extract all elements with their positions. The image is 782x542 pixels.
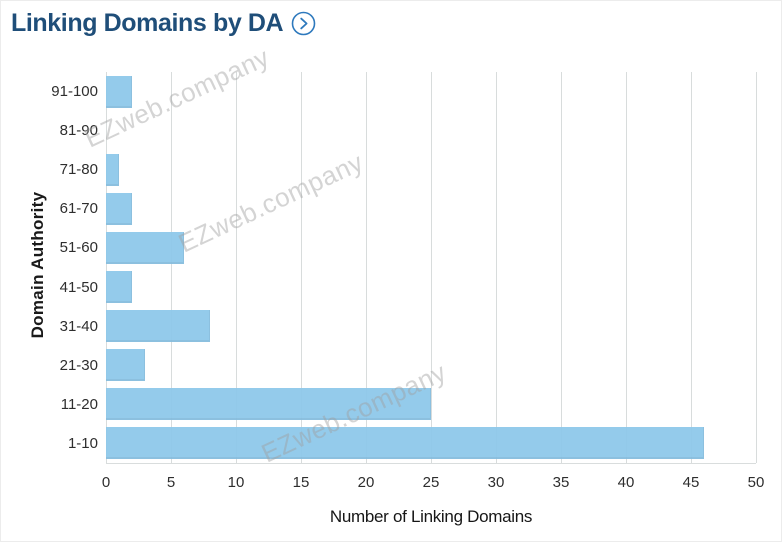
bar-track: [106, 427, 756, 460]
y-tick-label: 41-50: [59, 278, 98, 296]
bar-21-30: [106, 349, 145, 382]
chevron-right-circle-icon[interactable]: [291, 11, 316, 36]
bar-31-40: [106, 310, 210, 343]
x-tick-label: 35: [552, 474, 570, 491]
bar-track: [106, 75, 756, 108]
x-tick-label: 20: [357, 474, 375, 491]
bar-71-80: [106, 153, 119, 186]
bar-track: [106, 192, 756, 225]
bar-41-50: [106, 271, 132, 304]
y-tick-label: 1-10: [67, 434, 98, 452]
y-tick-label: 91-100: [51, 83, 98, 101]
bar-row: 81-90: [1, 111, 756, 150]
y-tick-label: 11-20: [60, 395, 98, 413]
bar-track: [106, 153, 756, 186]
x-tick-label: 15: [292, 474, 310, 491]
bar-track: [106, 271, 756, 304]
y-tick-label: 71-80: [59, 161, 98, 179]
x-tick-label: 30: [487, 474, 505, 491]
bar-row: 1-10: [1, 424, 756, 463]
bar-rows: 91-100 81-90 71-80 61-70 51-60 41-50 31-40 21-3…: [1, 72, 756, 463]
x-axis-line: [106, 463, 756, 464]
bar-row: 51-60: [1, 228, 756, 267]
x-tick-label: 25: [422, 474, 440, 491]
bar-51-60: [106, 231, 184, 264]
y-tick-label: 51-60: [59, 239, 98, 257]
bar-track: [106, 231, 756, 264]
bar-track: [106, 310, 756, 343]
bar-row: 31-40: [1, 307, 756, 346]
chart-header-link[interactable]: Linking Domains by DA: [11, 9, 316, 38]
page-title: Linking Domains by DA: [11, 9, 284, 37]
bar-11-20: [106, 388, 431, 421]
gridline: [756, 72, 757, 463]
y-tick-label: 61-70: [59, 200, 98, 218]
bar-row: 91-100: [1, 72, 756, 111]
bar-61-70: [106, 192, 132, 225]
x-tick-label: 50: [747, 474, 765, 491]
x-tick-label: 40: [617, 474, 635, 491]
bar-91-100: [106, 75, 132, 108]
bar-track: [106, 349, 756, 382]
x-tick-label: 45: [682, 474, 700, 491]
bar-row: 61-70: [1, 189, 756, 228]
bar-row: 11-20: [1, 385, 756, 424]
bar-row: 41-50: [1, 267, 756, 306]
x-tick-label: 0: [101, 474, 111, 491]
bar-track: [106, 388, 756, 421]
bar-row: 71-80: [1, 150, 756, 189]
y-tick-label: 81-90: [59, 122, 98, 140]
x-axis-tick-labels: 0 5 10 15 20 25 30 35 40 45 50: [102, 474, 765, 494]
y-tick-label: 21-30: [59, 356, 98, 374]
bar-row: 21-30: [1, 346, 756, 385]
x-axis-title: Number of Linking Domains: [329, 507, 533, 526]
bar-track: [106, 115, 756, 147]
x-tick-label: 5: [166, 474, 176, 491]
y-tick-label: 31-40: [59, 317, 98, 335]
x-tick-label: 10: [227, 474, 245, 491]
bar-1-10: [106, 427, 704, 460]
